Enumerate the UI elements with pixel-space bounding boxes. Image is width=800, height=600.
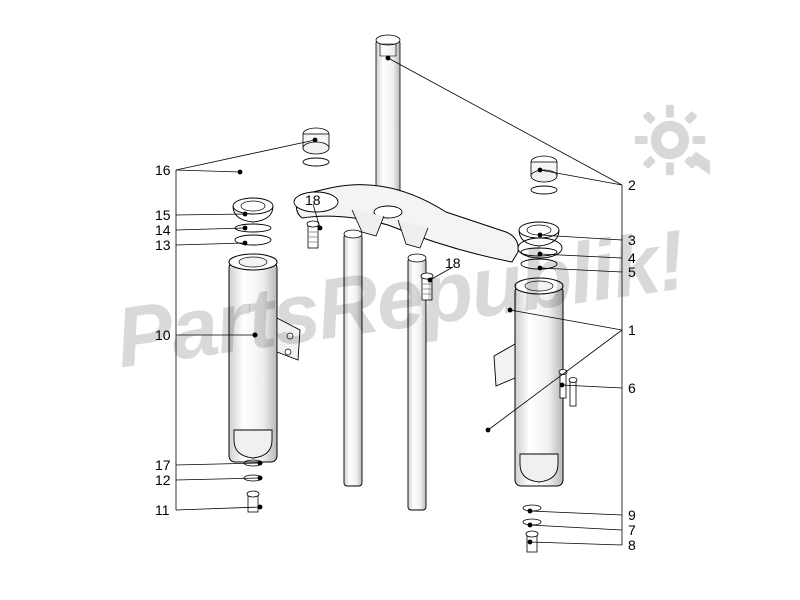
callout-9: 9	[628, 507, 636, 523]
callout-7: 7	[628, 522, 636, 538]
callout-1: 1	[628, 322, 636, 338]
callout-6: 6	[628, 380, 636, 396]
callout-18a: 18	[305, 192, 321, 208]
callout-2: 2	[628, 177, 636, 193]
leader-lines	[0, 0, 800, 600]
callout-3: 3	[628, 232, 636, 248]
technical-diagram: 12345678910111213141516171818 PartsRepub…	[0, 0, 800, 600]
callout-15: 15	[155, 207, 171, 223]
callout-10: 10	[155, 327, 171, 343]
callout-11: 11	[155, 502, 170, 518]
callout-5: 5	[628, 264, 636, 280]
callout-17: 17	[155, 457, 171, 473]
callout-18b: 18	[445, 255, 461, 271]
callout-12: 12	[155, 472, 171, 488]
callout-14: 14	[155, 222, 171, 238]
callout-8: 8	[628, 537, 636, 553]
callout-13: 13	[155, 237, 171, 253]
callout-16: 16	[155, 162, 171, 178]
